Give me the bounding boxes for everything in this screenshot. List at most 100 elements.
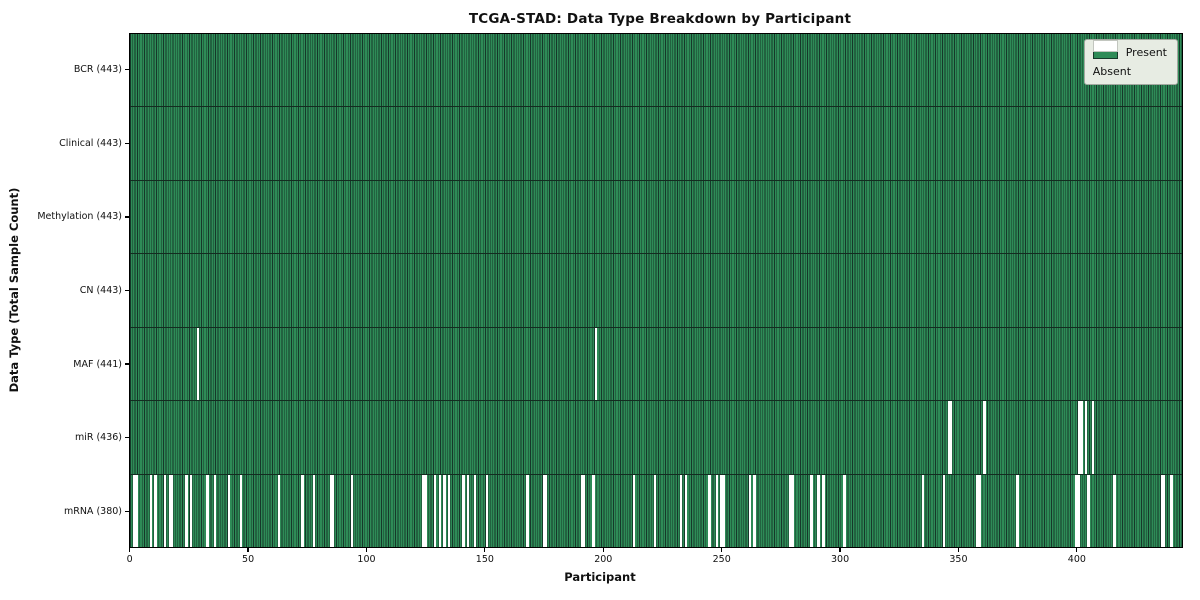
absent-stripe <box>582 474 586 547</box>
absent-stripe <box>580 474 583 547</box>
absent-stripe <box>227 474 231 547</box>
absent-stripe <box>474 474 477 547</box>
absent-stripe <box>135 474 138 547</box>
absent-stripe <box>1170 474 1173 547</box>
absent-stripe <box>447 474 451 547</box>
absent-stripe <box>843 474 846 547</box>
absent-stripe <box>594 327 598 401</box>
absent-stripe <box>189 474 193 547</box>
chart-title: TCGA-STAD: Data Type Breakdown by Partic… <box>468 11 852 27</box>
xtick-label-200: 200 <box>594 554 613 565</box>
absent-stripe <box>949 401 953 474</box>
xtick-mark <box>129 548 131 552</box>
absent-stripe <box>1163 474 1166 547</box>
ytick-mark <box>125 289 129 292</box>
ytick-mark <box>125 216 129 218</box>
xtick-mark <box>484 548 486 552</box>
absent-stripe <box>1084 401 1088 474</box>
xtick-mark <box>721 548 723 552</box>
row-mRNA <box>130 474 1182 547</box>
xtick-label-350: 350 <box>949 554 968 565</box>
absent-stripe <box>421 474 425 547</box>
absent-stripe <box>947 401 951 474</box>
absent-stripe <box>466 474 470 547</box>
absent-stripe <box>817 474 820 547</box>
absent-stripe <box>154 474 157 547</box>
xtick-mark <box>602 548 604 552</box>
absent-stripe <box>133 474 136 547</box>
legend-absent-label: Absent <box>1092 65 1132 78</box>
absent-stripe <box>149 474 153 547</box>
absent-stripe <box>1080 401 1083 474</box>
absent-stripe <box>170 474 174 547</box>
absent-stripe <box>313 474 316 547</box>
absent-stripe <box>1075 474 1078 547</box>
absent-stripe <box>654 474 657 547</box>
absent-stripe <box>1016 474 1019 547</box>
absent-stripe <box>788 474 792 547</box>
ytick-label-MAF: MAF (441) <box>73 358 122 370</box>
row-MAF <box>130 327 1182 402</box>
absent-stripe <box>168 474 171 547</box>
xtick-label-50: 50 <box>242 554 255 565</box>
absent-stripe <box>592 474 595 547</box>
row-BCR <box>130 34 1182 108</box>
absent-stripe <box>748 474 752 547</box>
absent-stripe <box>942 474 946 547</box>
xtick-label-250: 250 <box>712 554 731 565</box>
xtick-label-300: 300 <box>830 554 850 565</box>
ytick-label-Clinical: Clinical (443) <box>59 137 122 149</box>
absent-stripe <box>722 474 726 547</box>
absent-stripe <box>720 474 723 547</box>
absent-stripe <box>983 401 986 474</box>
xtick-mark <box>839 548 841 552</box>
ytick-label-CN: CN (443) <box>79 285 122 296</box>
absent-stripe <box>239 474 242 547</box>
absent-stripe <box>822 474 825 547</box>
absent-stripe <box>1077 474 1081 547</box>
plot-area: Present Absent <box>129 33 1183 548</box>
absent-stripe <box>424 474 427 547</box>
row-miR <box>130 401 1182 475</box>
legend-present-label: Present <box>1125 46 1167 59</box>
absent-swatch-icon <box>1092 40 1118 52</box>
absent-stripe <box>976 474 979 547</box>
row-Methylation <box>130 180 1182 255</box>
absent-stripe <box>1092 401 1095 474</box>
ytick-label-BCR: BCR (443) <box>73 64 122 76</box>
xtick-label-150: 150 <box>475 554 494 565</box>
xtick-mark <box>247 548 249 552</box>
xtick-mark <box>365 548 368 552</box>
xtick-label-400: 400 <box>1067 554 1086 565</box>
absent-stripe <box>438 474 441 547</box>
absent-stripe <box>213 474 216 547</box>
ytick-mark <box>125 69 129 71</box>
absent-stripe <box>810 474 813 547</box>
rows-container <box>130 34 1182 547</box>
absent-stripe <box>542 474 546 547</box>
absent-stripe <box>331 474 335 547</box>
absent-stripe <box>715 474 718 547</box>
ytick-mark <box>125 437 129 439</box>
absent-stripe <box>632 474 636 547</box>
absent-stripe <box>462 474 465 547</box>
ytick-mark <box>125 510 129 512</box>
absent-stripe <box>443 474 446 547</box>
absent-stripe <box>350 474 354 547</box>
row-Clinical <box>130 107 1182 181</box>
legend: Present Absent <box>1083 39 1178 85</box>
ytick-label-Methylation: Methylation (443) <box>37 211 122 223</box>
absent-stripe <box>921 474 924 547</box>
absent-stripe <box>163 474 167 547</box>
absent-stripe <box>485 474 489 547</box>
absent-stripe <box>301 474 304 547</box>
absent-stripe <box>680 474 683 547</box>
absent-stripe <box>329 474 332 547</box>
absent-stripe <box>708 474 711 547</box>
absent-stripe <box>1087 474 1090 547</box>
legend-item-absent: Absent <box>1092 40 1167 78</box>
ytick-label-mRNA: mRNA (380) <box>63 505 122 517</box>
absent-stripe <box>197 327 200 401</box>
absent-stripe <box>545 474 548 547</box>
xtick-label-100: 100 <box>357 554 376 565</box>
